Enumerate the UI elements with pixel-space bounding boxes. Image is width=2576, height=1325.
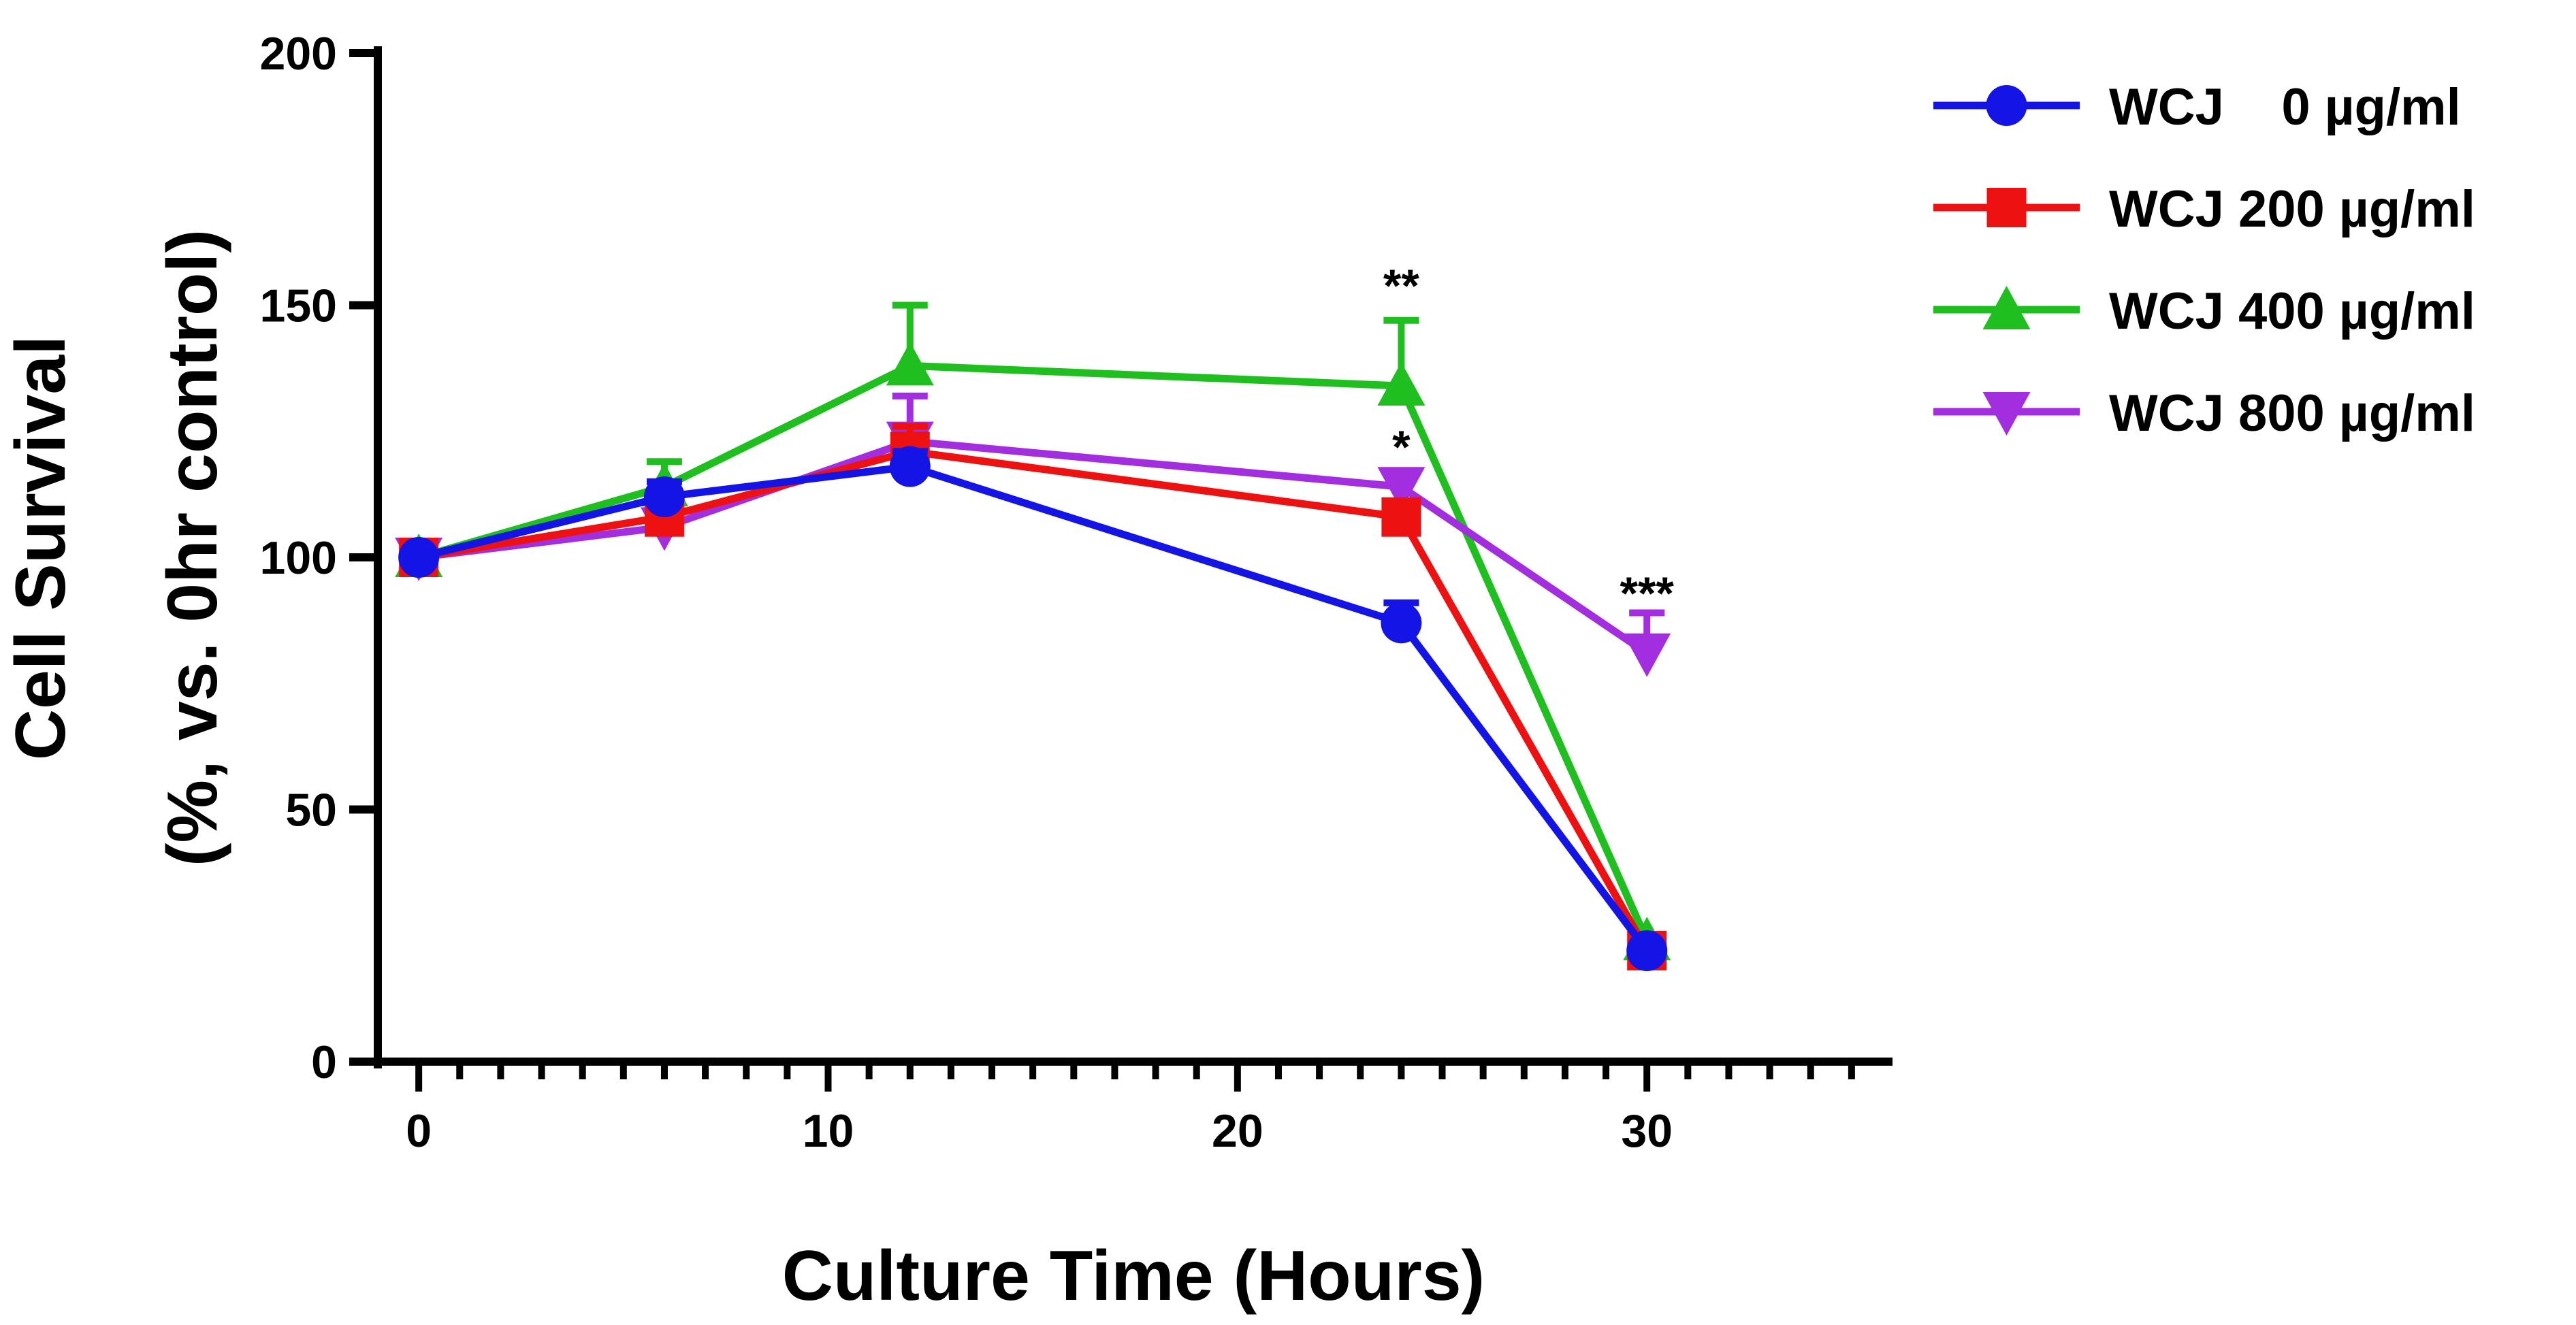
series-line — [417, 463, 1650, 953]
legend: WCJ 0 µg/ml WCJ 200 µg/ml WCJ 400 µg/ml WCJ… — [1933, 78, 2475, 442]
legend-marker — [1982, 286, 2031, 329]
data-point — [398, 537, 440, 578]
legend-item-3: WCJ 800 µg/ml — [1933, 385, 2475, 442]
significance-marker: * — [1392, 421, 1411, 473]
significance-marker: ** — [1383, 260, 1419, 312]
legend-item-1: WCJ 200 µg/ml — [1933, 180, 2475, 238]
x-axis-title: Culture Time (Hours) — [782, 1237, 1485, 1315]
data-point — [1381, 497, 1421, 537]
series-0 — [398, 446, 1668, 971]
axes: 0 50 100 150 200 0 10 20 30 — [260, 28, 1893, 1157]
data-point — [1377, 362, 1426, 406]
y-tick-label: 100 — [260, 532, 337, 584]
series-2 — [395, 301, 1671, 961]
legend-label: WCJ 0 µg/ml — [2109, 78, 2461, 136]
y-tick-label: 200 — [260, 28, 337, 80]
legend-marker — [1986, 188, 2027, 227]
x-tick-label: 0 — [406, 1105, 432, 1157]
y-tick-label: 50 — [285, 785, 337, 836]
legend-label: WCJ 200 µg/ml — [2109, 180, 2475, 238]
y-axis-title-line1: Cell Survival — [1, 336, 80, 760]
x-tick-label: 20 — [1212, 1105, 1263, 1157]
series-3 — [395, 392, 1671, 677]
data-point — [886, 342, 934, 386]
legend-label: WCJ 800 µg/ml — [2109, 385, 2475, 442]
data-point — [1377, 467, 1426, 511]
y-tick-label: 0 — [311, 1036, 337, 1088]
data-point — [1381, 602, 1422, 644]
data-point — [643, 476, 685, 518]
legend-label: WCJ 400 µg/ml — [2109, 282, 2475, 340]
legend-item-0: WCJ 0 µg/ml — [1933, 78, 2461, 136]
legend-item-2: WCJ 400 µg/ml — [1933, 282, 2475, 340]
series-layer — [395, 301, 1671, 971]
legend-marker — [1986, 85, 2027, 126]
significance-marker: *** — [1620, 568, 1674, 619]
data-point — [1626, 930, 1668, 971]
annotations: ****** — [1383, 260, 1675, 619]
y-tick-label: 150 — [260, 280, 337, 332]
data-point — [1623, 633, 1671, 677]
legend-marker — [1982, 392, 2031, 436]
data-point — [889, 446, 931, 487]
x-tick-label: 10 — [803, 1105, 854, 1157]
x-tick-label: 30 — [1621, 1105, 1673, 1157]
y-axis-title-line2: (%, vs. 0hr control) — [153, 229, 232, 866]
